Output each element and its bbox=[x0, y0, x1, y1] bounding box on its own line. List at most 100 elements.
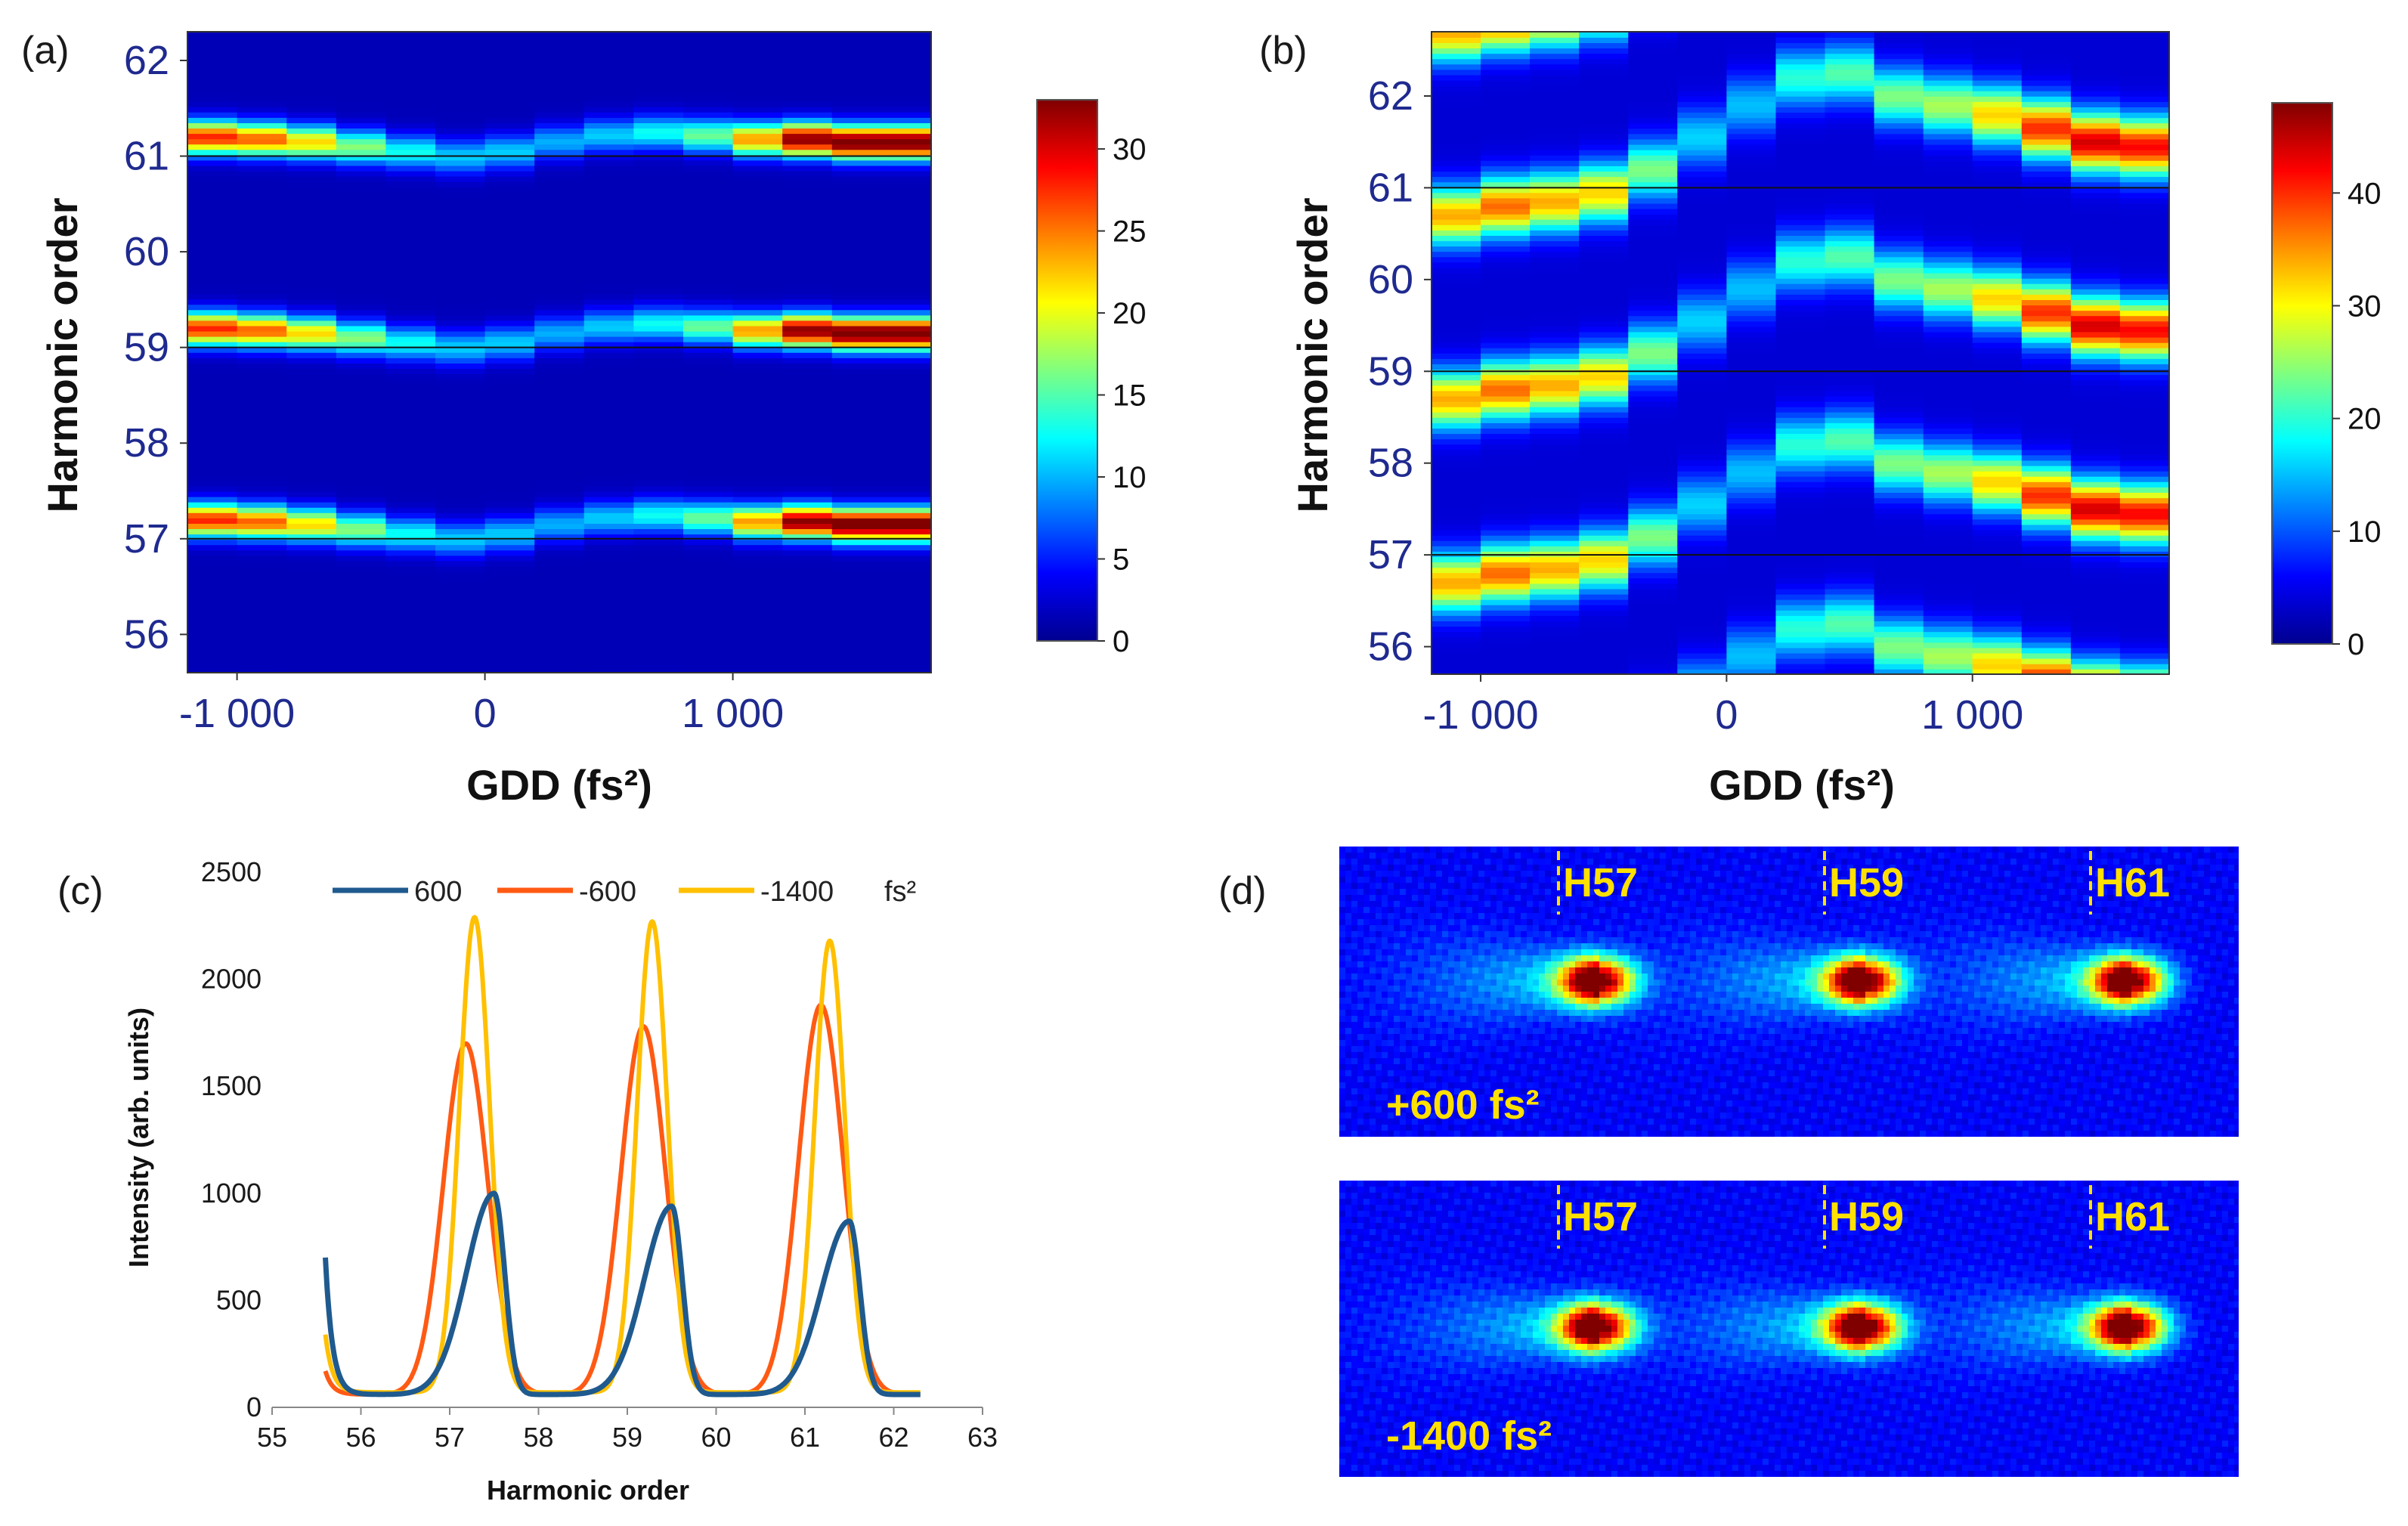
heat-cell bbox=[1874, 218, 1924, 225]
pixel bbox=[1859, 871, 1866, 878]
heat-cell bbox=[683, 469, 734, 476]
heat-cell bbox=[782, 512, 833, 518]
pixel bbox=[1363, 877, 1370, 884]
heat-cell bbox=[187, 501, 238, 508]
heat-cell bbox=[534, 587, 585, 593]
heat-cell bbox=[237, 224, 287, 231]
heat-cell bbox=[1775, 138, 1826, 145]
heat-cell bbox=[2119, 417, 2169, 423]
heat-cell bbox=[782, 325, 833, 332]
heat-cell bbox=[385, 608, 436, 615]
pixel bbox=[1406, 847, 1413, 853]
heat-cell bbox=[583, 272, 635, 278]
heat-cell bbox=[732, 534, 783, 540]
heat-cell bbox=[1972, 144, 2023, 150]
heat-cell bbox=[1481, 497, 1531, 504]
heat-cell bbox=[534, 405, 585, 412]
pixel bbox=[1388, 871, 1394, 878]
legend-label--600: -600 bbox=[579, 876, 636, 908]
pixel bbox=[1630, 895, 1636, 902]
pixel bbox=[2089, 853, 2096, 859]
heat-cell bbox=[1628, 122, 1679, 129]
pixel bbox=[1400, 871, 1407, 878]
heat-cell bbox=[1972, 374, 2023, 381]
pixel bbox=[1950, 871, 1957, 878]
heat-cell bbox=[633, 523, 684, 529]
heat-cell bbox=[683, 395, 734, 401]
pixel bbox=[1932, 859, 1939, 865]
heat-cell bbox=[435, 469, 486, 476]
heat-cell bbox=[1530, 364, 1580, 370]
heat-cell bbox=[1923, 197, 1973, 204]
pixel bbox=[1750, 853, 1757, 859]
heat-cell bbox=[2021, 160, 2072, 166]
heat-cell bbox=[286, 122, 337, 128]
heat-cell bbox=[385, 656, 436, 663]
pixel bbox=[1442, 871, 1449, 878]
heat-cell bbox=[1726, 401, 1777, 407]
pixel bbox=[1345, 895, 1352, 902]
heat-cell bbox=[1874, 277, 1924, 284]
heat-cell bbox=[782, 555, 833, 562]
heat-cell bbox=[187, 106, 238, 113]
heat-cell bbox=[187, 624, 238, 631]
heat-cell bbox=[2021, 299, 2072, 306]
heat-cell bbox=[2070, 492, 2121, 499]
heat-cell bbox=[633, 608, 684, 615]
pixel bbox=[1877, 859, 1884, 865]
heat-cell bbox=[484, 186, 535, 193]
heat-cell bbox=[2119, 642, 2169, 648]
heat-cell bbox=[1726, 32, 1777, 38]
heat-cell bbox=[286, 464, 337, 471]
heat-cell bbox=[286, 363, 337, 369]
heat-cell bbox=[1825, 149, 1875, 156]
heat-cell bbox=[385, 603, 436, 609]
heat-cell bbox=[831, 170, 883, 177]
pixel bbox=[2125, 847, 2132, 853]
heat-cell bbox=[336, 229, 387, 236]
heat-cell bbox=[1775, 567, 1826, 574]
heat-cell bbox=[782, 485, 833, 492]
heat-cell bbox=[1775, 503, 1826, 509]
heat-cell bbox=[881, 288, 931, 295]
heat-cell bbox=[683, 480, 734, 487]
heat-cell bbox=[385, 288, 436, 295]
heat-cell bbox=[583, 651, 635, 658]
heat-cell bbox=[1431, 636, 1481, 643]
pixel bbox=[1345, 853, 1352, 859]
pixel bbox=[1370, 883, 1376, 890]
heat-cell bbox=[1481, 251, 1531, 258]
pixel bbox=[1545, 883, 1552, 890]
heat-cell bbox=[633, 469, 684, 476]
pixel bbox=[1382, 895, 1388, 902]
heat-cell bbox=[237, 314, 287, 321]
heat-cell bbox=[1972, 534, 2023, 541]
heat-cell bbox=[385, 475, 436, 481]
pixel bbox=[1394, 883, 1401, 890]
heat-cell bbox=[1677, 663, 1728, 670]
heat-cell bbox=[534, 261, 585, 268]
heat-cell bbox=[1530, 540, 1580, 546]
pixel bbox=[2053, 877, 2060, 884]
heat-cell bbox=[1677, 481, 1728, 488]
heat-cell bbox=[1775, 615, 1826, 621]
heat-cell bbox=[1775, 631, 1826, 638]
heat-cell bbox=[286, 234, 337, 241]
heat-cell bbox=[782, 421, 833, 428]
heat-cell bbox=[1726, 289, 1777, 295]
pixel bbox=[1442, 877, 1449, 884]
pixel bbox=[1666, 865, 1673, 871]
heat-cell bbox=[1530, 246, 1580, 252]
heat-cell bbox=[1481, 79, 1531, 86]
heat-cell bbox=[2021, 154, 2072, 161]
pixel bbox=[2035, 889, 2041, 896]
heat-cell bbox=[336, 101, 387, 107]
pixel bbox=[1817, 871, 1824, 878]
pixel bbox=[1345, 865, 1352, 871]
pixel bbox=[1575, 895, 1582, 902]
pixel bbox=[1660, 895, 1667, 902]
pixel bbox=[2210, 889, 2217, 896]
heat-cell bbox=[187, 261, 238, 268]
heat-cell bbox=[1825, 444, 1875, 450]
heat-cell bbox=[782, 544, 833, 551]
